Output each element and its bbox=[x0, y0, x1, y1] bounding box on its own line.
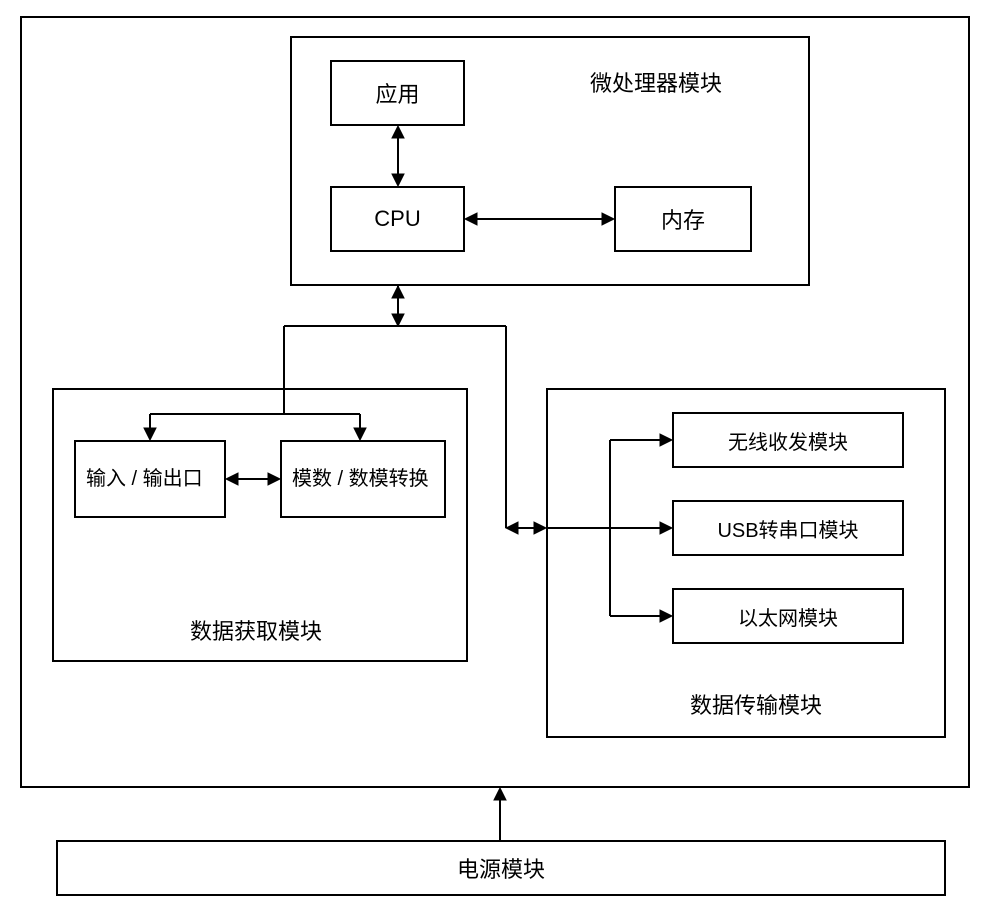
wireless-node: 无线收发模块 bbox=[672, 412, 904, 468]
app-node: 应用 bbox=[330, 60, 465, 126]
data-trans-title: 数据传输模块 bbox=[690, 688, 822, 720]
power-node: 电源模块 bbox=[56, 840, 946, 896]
power-label: 电源模块 bbox=[457, 852, 545, 884]
wireless-label: 无线收发模块 bbox=[728, 426, 848, 455]
adc-label: 模数 / 数模转换 bbox=[292, 466, 429, 492]
ethernet-label: 以太网模块 bbox=[738, 602, 838, 631]
ethernet-node: 以太网模块 bbox=[672, 588, 904, 644]
cpu-label: CPU bbox=[374, 206, 420, 232]
memory-node: 内存 bbox=[614, 186, 752, 252]
data-acq-title: 数据获取模块 bbox=[190, 614, 322, 646]
usb-node: USB转串口模块 bbox=[672, 500, 904, 556]
io-label: 输入 / 输出口 bbox=[86, 466, 203, 492]
usb-label: USB转串口模块 bbox=[717, 514, 858, 543]
microprocessor-title: 微处理器模块 bbox=[590, 66, 722, 98]
diagram-canvas: 微处理器模块 应用 CPU 内存 数据获取模块 输入 / 输出口 模数 / 数模… bbox=[0, 0, 1000, 907]
adc-node: 模数 / 数模转换 bbox=[280, 440, 446, 518]
cpu-node: CPU bbox=[330, 186, 465, 252]
memory-label: 内存 bbox=[661, 203, 705, 235]
io-node: 输入 / 输出口 bbox=[74, 440, 226, 518]
app-label: 应用 bbox=[375, 77, 419, 109]
